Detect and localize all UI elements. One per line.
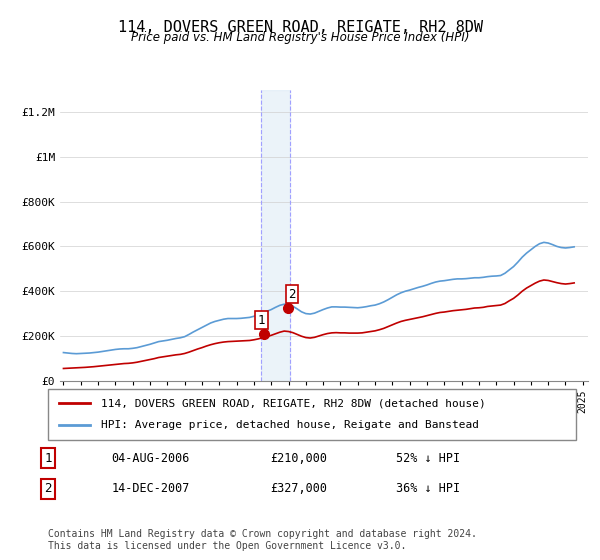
Text: 1: 1	[257, 314, 265, 327]
Text: £327,000: £327,000	[270, 482, 327, 496]
Text: 2: 2	[44, 482, 52, 496]
Bar	[261, 90, 290, 381]
Text: 04-AUG-2006: 04-AUG-2006	[112, 451, 190, 465]
Text: £210,000: £210,000	[270, 451, 327, 465]
Text: 114, DOVERS GREEN ROAD, REIGATE, RH2 8DW: 114, DOVERS GREEN ROAD, REIGATE, RH2 8DW	[118, 20, 482, 35]
Text: 114, DOVERS GREEN ROAD, REIGATE, RH2 8DW (detached house): 114, DOVERS GREEN ROAD, REIGATE, RH2 8DW…	[101, 398, 485, 408]
Text: 52% ↓ HPI: 52% ↓ HPI	[397, 451, 461, 465]
Text: 14-DEC-2007: 14-DEC-2007	[112, 482, 190, 496]
Text: HPI: Average price, detached house, Reigate and Banstead: HPI: Average price, detached house, Reig…	[101, 421, 479, 431]
Text: 36% ↓ HPI: 36% ↓ HPI	[397, 482, 461, 496]
FancyBboxPatch shape	[48, 389, 576, 440]
Text: 2: 2	[288, 288, 296, 301]
Text: Contains HM Land Registry data © Crown copyright and database right 2024.
This d: Contains HM Land Registry data © Crown c…	[48, 529, 477, 551]
Text: Price paid vs. HM Land Registry's House Price Index (HPI): Price paid vs. HM Land Registry's House …	[131, 31, 469, 44]
Text: 1: 1	[44, 451, 52, 465]
